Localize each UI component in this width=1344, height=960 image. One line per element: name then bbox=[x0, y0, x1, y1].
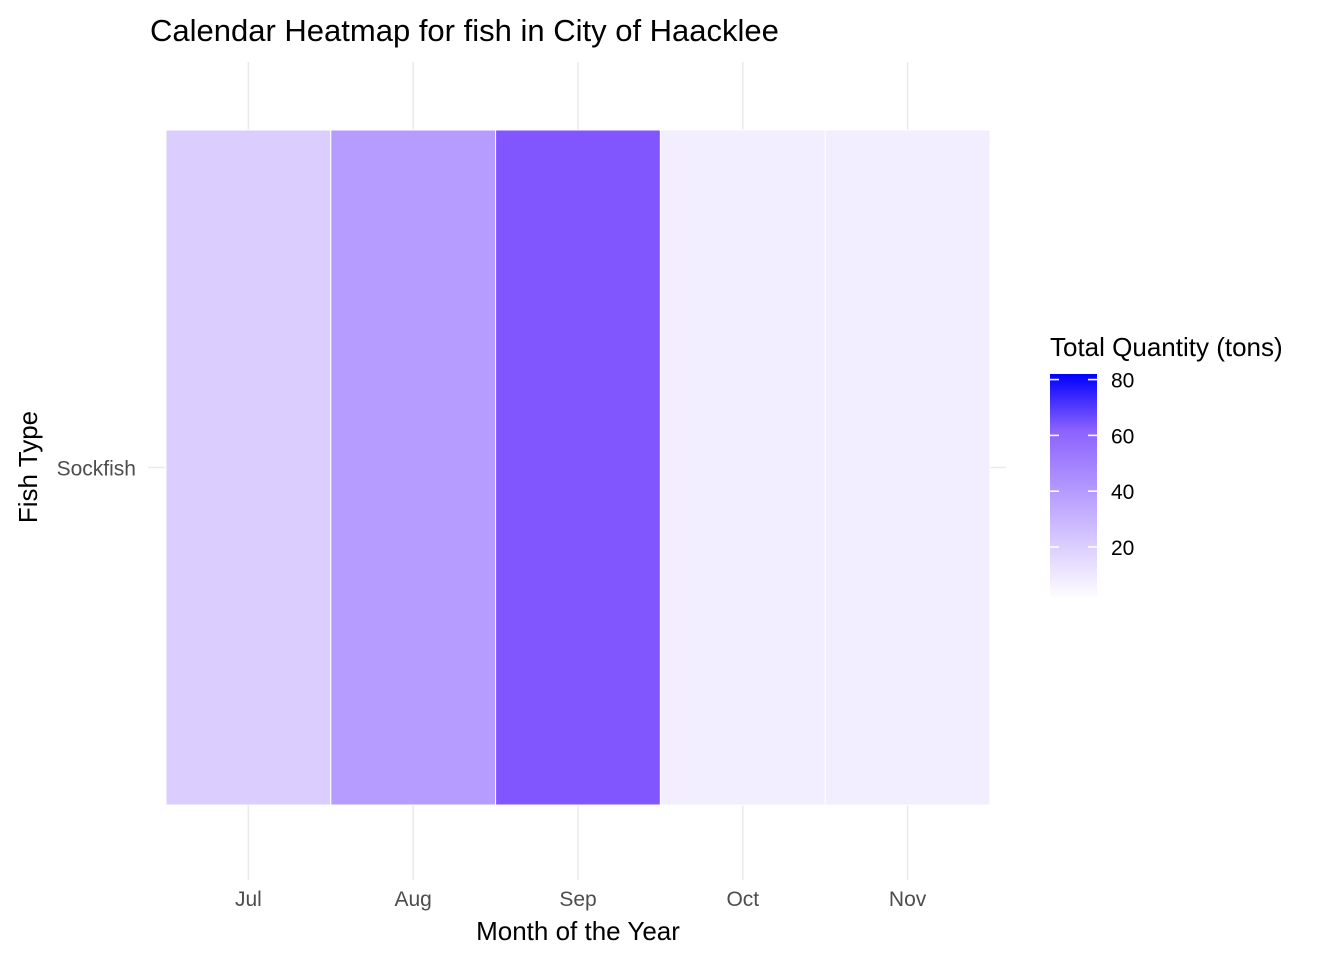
legend: Total Quantity (tons) 20 40 60 80 bbox=[1050, 332, 1283, 600]
x-tick-label-oct: Oct bbox=[726, 888, 759, 911]
x-tick-label-sep: Sep bbox=[559, 888, 596, 911]
legend-colorbar bbox=[1050, 374, 1097, 600]
chart-title: Calendar Heatmap for fish in City of Haa… bbox=[150, 13, 779, 48]
legend-ticks: 20 40 60 80 bbox=[1050, 370, 1134, 560]
heatmap-tile-sockfish-oct bbox=[659, 129, 826, 806]
x-tick-label-jul: Jul bbox=[235, 888, 262, 911]
y-axis-tick-labels: Sockfish bbox=[57, 458, 136, 481]
x-axis-tick-labels: Jul Aug Sep Oct Nov bbox=[235, 888, 927, 911]
legend-tick-label-20: 20 bbox=[1111, 537, 1134, 560]
heatmap-tile-sockfish-sep bbox=[495, 129, 661, 806]
legend-tick-label-80: 80 bbox=[1111, 370, 1134, 393]
y-tick-label-sockfish: Sockfish bbox=[57, 458, 136, 481]
y-axis-title: Fish Type bbox=[13, 411, 43, 523]
heatmap-tile-sockfish-nov bbox=[824, 129, 991, 806]
heatmap-tile-sockfish-aug bbox=[330, 129, 497, 806]
legend-title: Total Quantity (tons) bbox=[1050, 332, 1283, 362]
legend-tick-label-40: 40 bbox=[1111, 481, 1134, 504]
x-tick-label-aug: Aug bbox=[395, 888, 432, 911]
legend-tick-label-60: 60 bbox=[1111, 425, 1134, 448]
x-tick-label-nov: Nov bbox=[889, 888, 927, 911]
heatmap-tiles bbox=[165, 129, 991, 806]
x-axis-title: Month of the Year bbox=[476, 916, 680, 946]
heatmap-tile-sockfish-jul bbox=[165, 129, 332, 806]
